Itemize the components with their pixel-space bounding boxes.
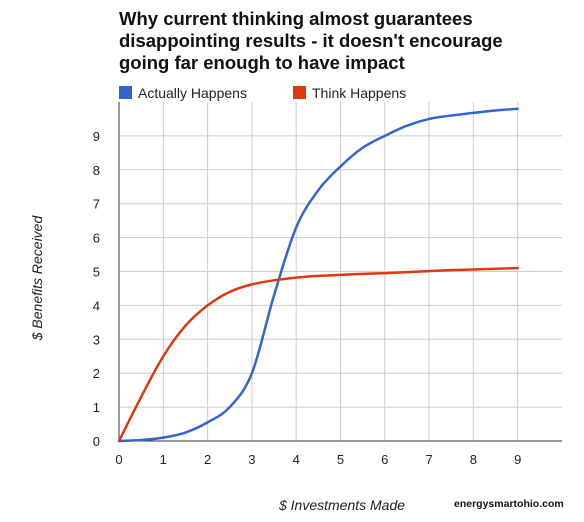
x-tick-labels: 0 1 2 3 4 5 6 7 8 9 <box>115 452 521 467</box>
axes <box>118 102 562 442</box>
y-axis-title: $ Benefits Received <box>29 215 45 342</box>
x-axis-title: $ Investments Made <box>278 497 405 513</box>
y-tick-label: 8 <box>93 163 100 178</box>
y-tick-labels: 0 1 2 3 4 5 6 7 8 9 <box>93 129 100 449</box>
y-tick-label: 9 <box>93 129 100 144</box>
chart-title-line-2: disappointing results - it doesn't encou… <box>119 30 503 51</box>
watermark-text: energysmartohio.com <box>454 498 564 510</box>
x-tick-label: 6 <box>381 452 388 467</box>
legend: Actually Happens Think Happens <box>119 85 406 101</box>
chart-title-line-3: going far enough to have impact <box>119 52 405 73</box>
x-tick-label: 1 <box>160 452 167 467</box>
y-tick-label: 5 <box>93 265 100 280</box>
y-tick-label: 2 <box>93 366 100 381</box>
series-line-2 <box>117 266 519 443</box>
legend-label-2: Think Happens <box>312 85 406 101</box>
chart-title: Why current thinking almost guarantees d… <box>119 8 559 74</box>
y-tick-label: 6 <box>93 231 100 246</box>
x-tick-label: 2 <box>204 452 211 467</box>
x-tick-label: 5 <box>337 452 344 467</box>
legend-label-1: Actually Happens <box>138 85 247 101</box>
chart-title-line-1: Why current thinking almost guarantees <box>119 8 473 29</box>
y-tick-label: 3 <box>93 332 100 347</box>
x-tick-label: 8 <box>470 452 477 467</box>
legend-swatch-1 <box>119 86 132 99</box>
legend-swatch-2 <box>293 86 306 99</box>
gridlines <box>119 102 562 441</box>
series-line-1 <box>117 107 519 443</box>
y-tick-label: 1 <box>93 400 100 415</box>
x-tick-label: 4 <box>293 452 300 467</box>
x-tick-label: 3 <box>248 452 255 467</box>
y-tick-label: 4 <box>93 298 100 313</box>
x-tick-label: 0 <box>115 452 122 467</box>
y-tick-label: 0 <box>93 434 100 449</box>
x-tick-label: 9 <box>514 452 521 467</box>
series-lines <box>117 107 519 443</box>
x-tick-label: 7 <box>425 452 432 467</box>
y-tick-label: 7 <box>93 197 100 212</box>
